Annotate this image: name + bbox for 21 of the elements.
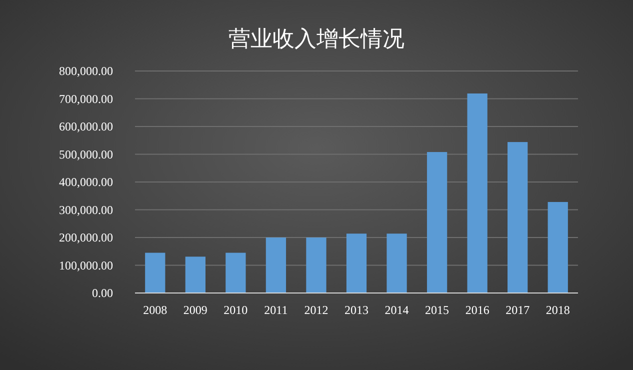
y-tick-label: 500,000.00 xyxy=(59,147,113,162)
x-tick-label: 2016 xyxy=(465,303,490,317)
x-tick-label: 2014 xyxy=(384,303,409,317)
y-tick-label: 600,000.00 xyxy=(59,120,113,134)
y-tick-label: 100,000.00 xyxy=(59,258,113,272)
x-tick-label: 2010 xyxy=(224,303,248,317)
x-tick-label: 2011 xyxy=(264,303,288,317)
y-tick-label: 800,000.00 xyxy=(59,64,113,78)
y-tick-label: 400,000.00 xyxy=(59,175,113,189)
x-tick-label: 2015 xyxy=(425,303,450,317)
x-tick-label: 2013 xyxy=(344,303,368,317)
x-tick-label: 2012 xyxy=(304,303,328,317)
x-tick-label: 2009 xyxy=(183,303,208,317)
y-tick-label: 200,000.00 xyxy=(59,230,113,244)
x-tick-label: 2008 xyxy=(143,303,168,317)
chart-title: 营业收入增长情况 xyxy=(228,26,404,51)
x-tick-label: 2018 xyxy=(546,303,570,317)
x-tick-label: 2017 xyxy=(506,303,530,317)
y-tick-label: 0.00 xyxy=(92,286,113,300)
y-tick-label: 300,000.00 xyxy=(59,202,113,217)
y-tick-label: 700,000.00 xyxy=(59,92,113,106)
